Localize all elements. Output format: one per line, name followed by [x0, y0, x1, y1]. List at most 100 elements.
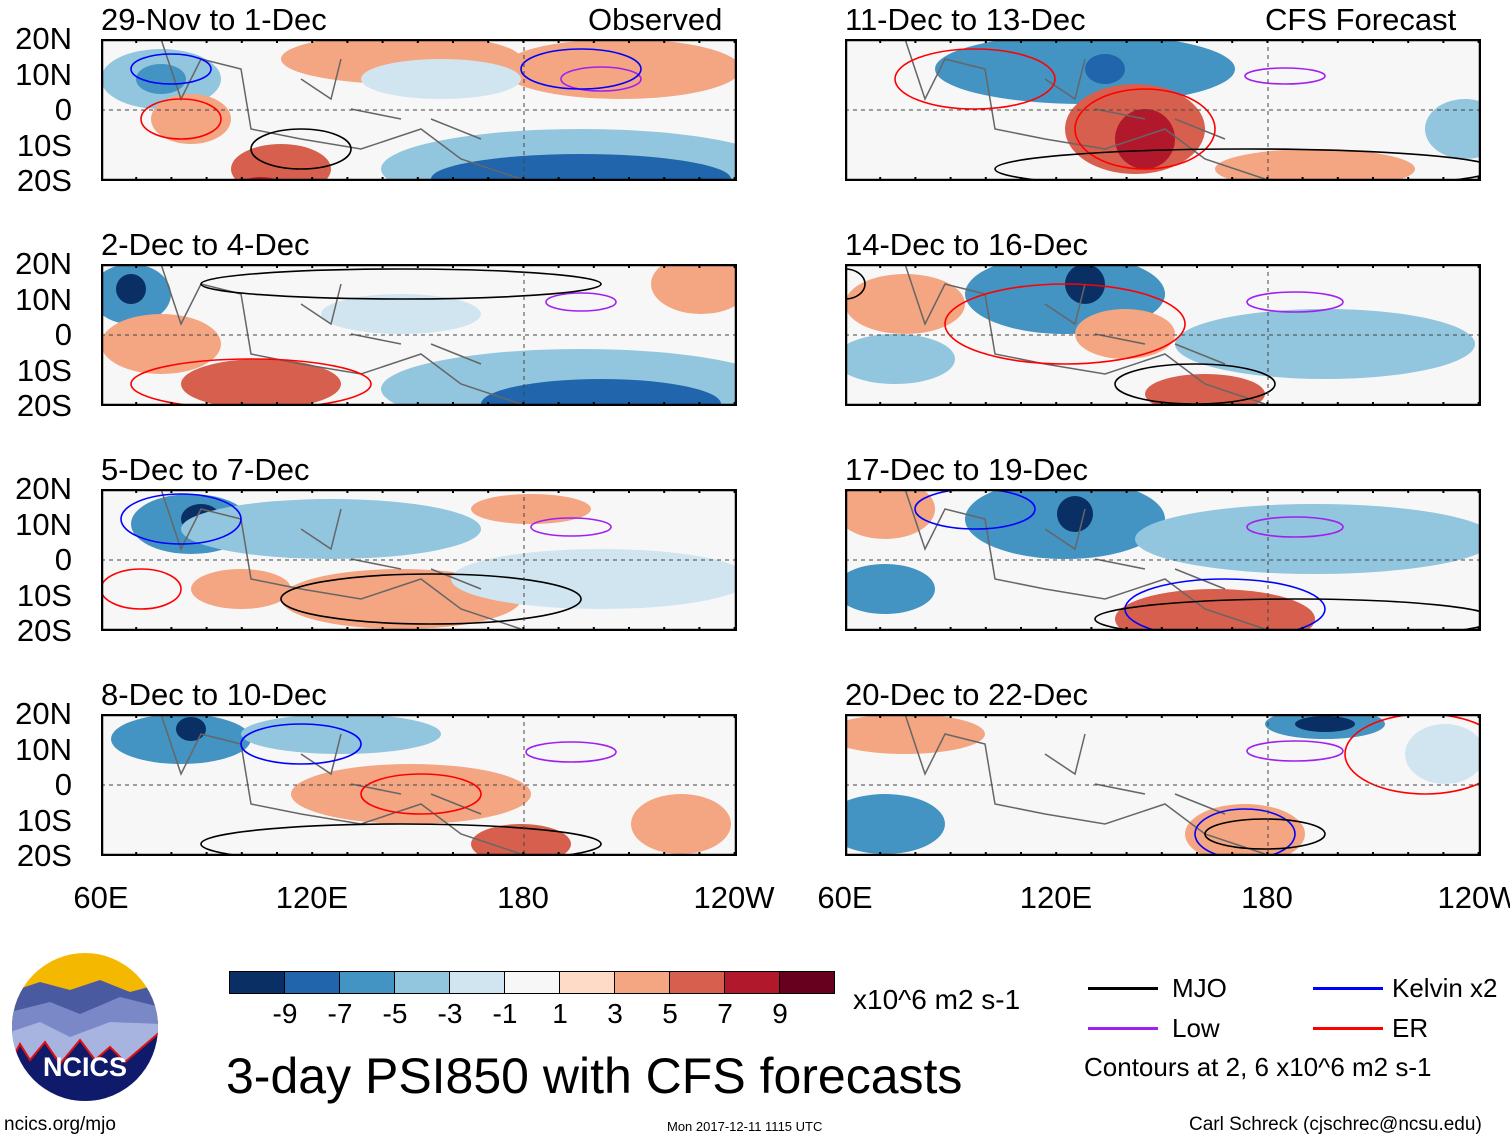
anomaly-shading: [651, 264, 737, 314]
lat-label: 10S: [16, 127, 72, 163]
lat-label: 0: [54, 92, 72, 127]
anomaly-shading: [321, 294, 481, 334]
lat-label: 10S: [16, 352, 72, 388]
anomaly-shading: [1405, 724, 1481, 784]
lon-label: 60E: [817, 880, 873, 915]
lat-label: 20N: [15, 246, 72, 281]
anomaly-shading: [1215, 149, 1415, 181]
contour-line: [1094, 598, 1481, 631]
colorbar-units: x10^6 m2 s-1: [853, 984, 1021, 1015]
colorbar-swatch: [614, 971, 670, 994]
colorbar-swatch: [284, 971, 340, 994]
map-panel-2: [101, 264, 737, 406]
lat-label: 20N: [15, 696, 72, 731]
legend-kelvin-line: [1313, 987, 1383, 990]
map-panel-5: [845, 39, 1481, 181]
anomaly-shading: [845, 334, 955, 384]
lon-label: 180: [1241, 880, 1293, 915]
colorbar-label: -9: [272, 998, 298, 1029]
contour-line: [1246, 516, 1344, 538]
legend-kelvin-label: Kelvin x2: [1392, 973, 1498, 1003]
forecast-label: CFS Forecast: [1265, 2, 1457, 37]
contour-line: [944, 283, 1186, 365]
contour-line: [200, 823, 602, 856]
contour-note: Contours at 2, 6 x10^6 m2 s-1: [1084, 1052, 1432, 1082]
map-panel-3: [101, 489, 737, 631]
anomaly-shading: [1057, 496, 1093, 532]
anomaly-shading: [181, 499, 481, 559]
colorbar-label: 3: [607, 998, 623, 1029]
contour-line: [360, 773, 482, 815]
panel-frame: [845, 489, 1481, 631]
panel-title: 11-Dec to 13-Dec: [845, 2, 1086, 37]
lat-label: 10S: [16, 802, 72, 838]
anomaly-shading: [111, 714, 251, 764]
panel-frame: [101, 39, 737, 181]
colorbar-swatch: [559, 971, 615, 994]
anomaly-shading: [361, 59, 521, 99]
colorbar-label: -3: [437, 998, 463, 1029]
colorbar-label: 9: [772, 998, 788, 1029]
anomaly-shading: [631, 794, 731, 854]
anomaly-shading: [1115, 109, 1175, 169]
coastline: [904, 264, 1266, 405]
footer-timestamp: Mon 2017-12-11 1115 UTC: [667, 1119, 823, 1134]
panel-title: 5-Dec to 7-Dec: [101, 452, 310, 487]
panel-title: 29-Nov to 1-Dec: [101, 2, 327, 37]
contour-line: [200, 268, 602, 300]
contour-line: [560, 66, 642, 92]
panel-frame: [845, 714, 1481, 856]
contour-line: [1204, 818, 1326, 850]
lat-label: 10N: [15, 281, 72, 317]
colorbar-label: 5: [662, 998, 678, 1029]
panel-title: 2-Dec to 4-Dec: [101, 227, 310, 262]
anomaly-shading: [845, 714, 985, 754]
lat-label: 0: [54, 317, 72, 352]
lat-label: 10S: [16, 577, 72, 613]
panel-title: 8-Dec to 10-Dec: [101, 677, 327, 712]
figure-title: 3-day PSI850 with CFS forecasts: [226, 1048, 963, 1104]
lon-label: 180: [497, 880, 549, 915]
contour-line: [914, 489, 1036, 530]
anomaly-shading: [1145, 374, 1265, 406]
anomaly-shading: [481, 379, 721, 406]
ncics-logo: NCICS: [12, 953, 158, 1101]
contour-line: [1074, 88, 1216, 170]
coastline: [160, 39, 522, 180]
contour-line: [240, 723, 362, 765]
colorbar-label: 7: [717, 998, 733, 1029]
anomaly-shading: [451, 549, 737, 609]
anomaly-shading: [116, 274, 146, 304]
contour-line: [101, 568, 182, 610]
coastline: [160, 714, 522, 855]
lon-label: 120E: [275, 880, 349, 915]
anomaly-shading: [471, 824, 571, 856]
anomaly-shading: [471, 494, 591, 524]
footer-url[interactable]: ncics.org/mjo: [4, 1114, 116, 1135]
legend-er-label: ER: [1392, 1013, 1429, 1043]
anomaly-shading: [136, 64, 186, 94]
legend-low-line: [1088, 1027, 1158, 1030]
svg-text:NCICS: NCICS: [43, 1052, 127, 1082]
contour-line: [530, 517, 612, 537]
lat-label: 0: [54, 767, 72, 802]
contour-line: [1246, 291, 1344, 313]
colorbar-label: -5: [382, 998, 408, 1029]
colorbar-label: -1: [492, 998, 518, 1029]
anomaly-shading: [845, 564, 935, 614]
coastline: [904, 39, 1266, 180]
lat-label: 20N: [15, 21, 72, 56]
colorbar-swatch: [394, 971, 450, 994]
anomaly-shading: [845, 794, 945, 854]
anomaly-shading: [1085, 54, 1125, 84]
anomaly-shading: [1075, 309, 1175, 359]
contour-line: [545, 292, 617, 312]
map-panel-8: [845, 714, 1481, 856]
coastline: [904, 714, 1266, 855]
legend-low-label: Low: [1172, 1013, 1220, 1043]
legend-mjo-line: [1088, 987, 1158, 990]
lat-label: 20N: [15, 471, 72, 506]
panel-frame: [845, 264, 1481, 406]
lat-label: 10N: [15, 56, 72, 92]
colorbar-label: 1: [552, 998, 568, 1029]
